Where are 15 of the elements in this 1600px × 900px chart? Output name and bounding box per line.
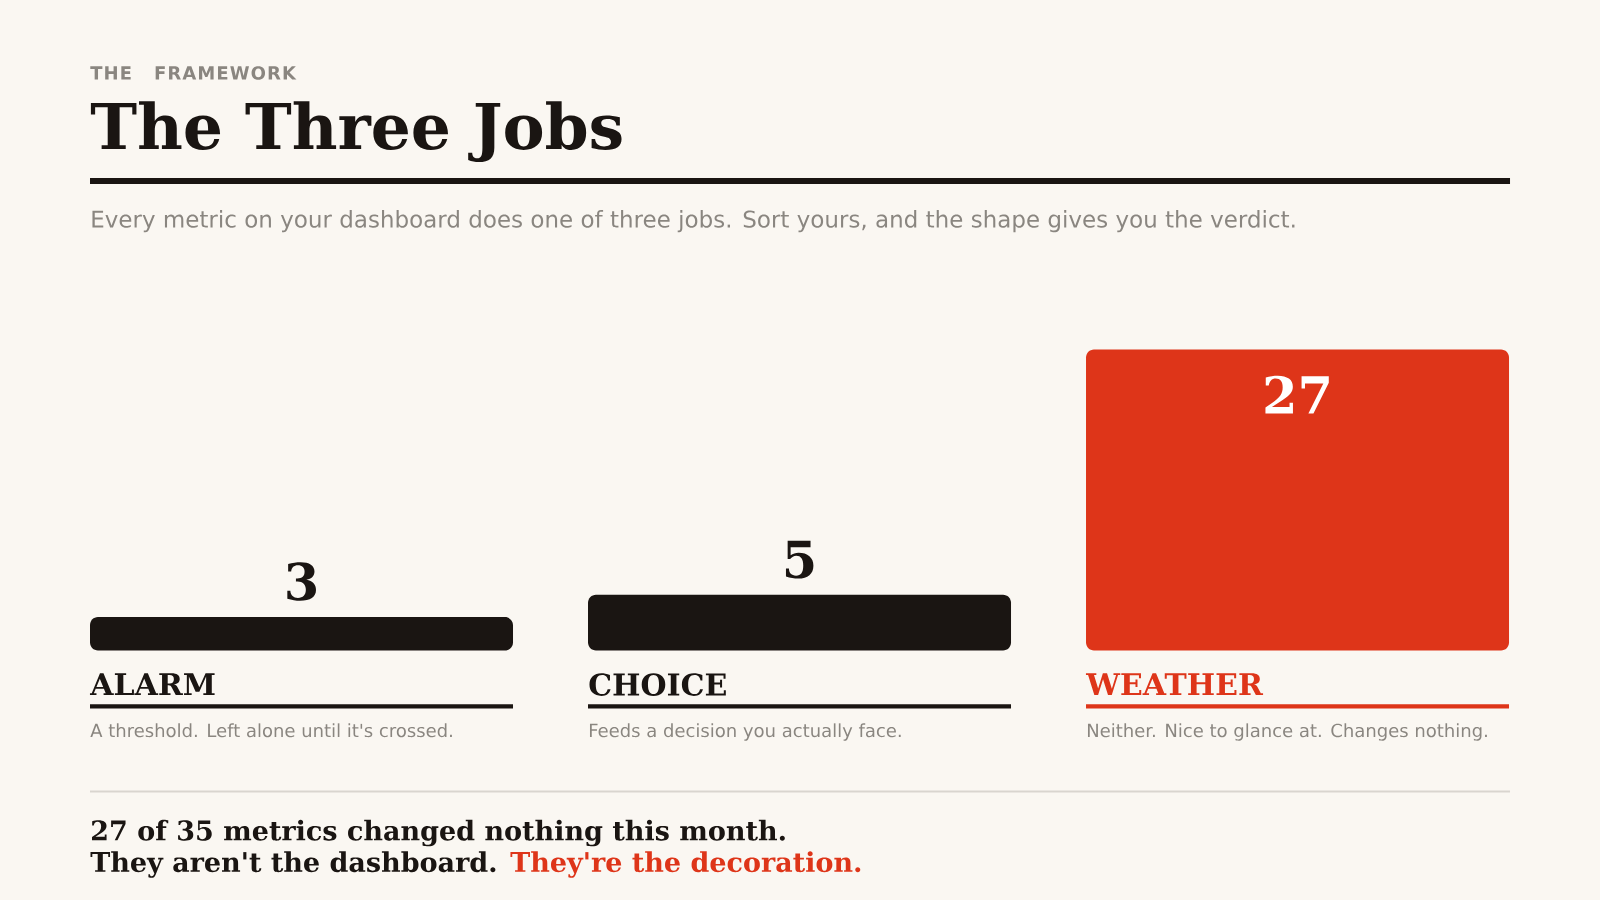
data-label: 5 xyxy=(785,540,814,579)
x-tick-label: CHOICE xyxy=(589,673,726,696)
text: Neither. Nice to glance at. Changes nothing. xyxy=(1087,723,1487,741)
x-tick-label: WEATHER xyxy=(1085,673,1264,696)
text: They aren't the dashboard. xyxy=(90,851,496,878)
text: THE FRAMEWORK xyxy=(90,66,297,80)
text: 27 of 35 metrics changed nothing this month. xyxy=(92,819,785,847)
x-tick-label: ALARM xyxy=(89,673,215,696)
chart-title: The Three Jobs xyxy=(90,101,622,163)
text: Feeds a decision you actually face. xyxy=(589,723,901,741)
data-label: 3 xyxy=(287,562,316,601)
data-label: 27 xyxy=(1265,375,1329,414)
text: A threshold. Left alone until it's crossed. xyxy=(90,723,452,738)
chart-subtitle: Every metric on your dashboard does one of three jobs. Sort yours, and the shape gives you the verdict. xyxy=(92,210,1295,233)
text: They're the decoration. xyxy=(510,851,861,878)
